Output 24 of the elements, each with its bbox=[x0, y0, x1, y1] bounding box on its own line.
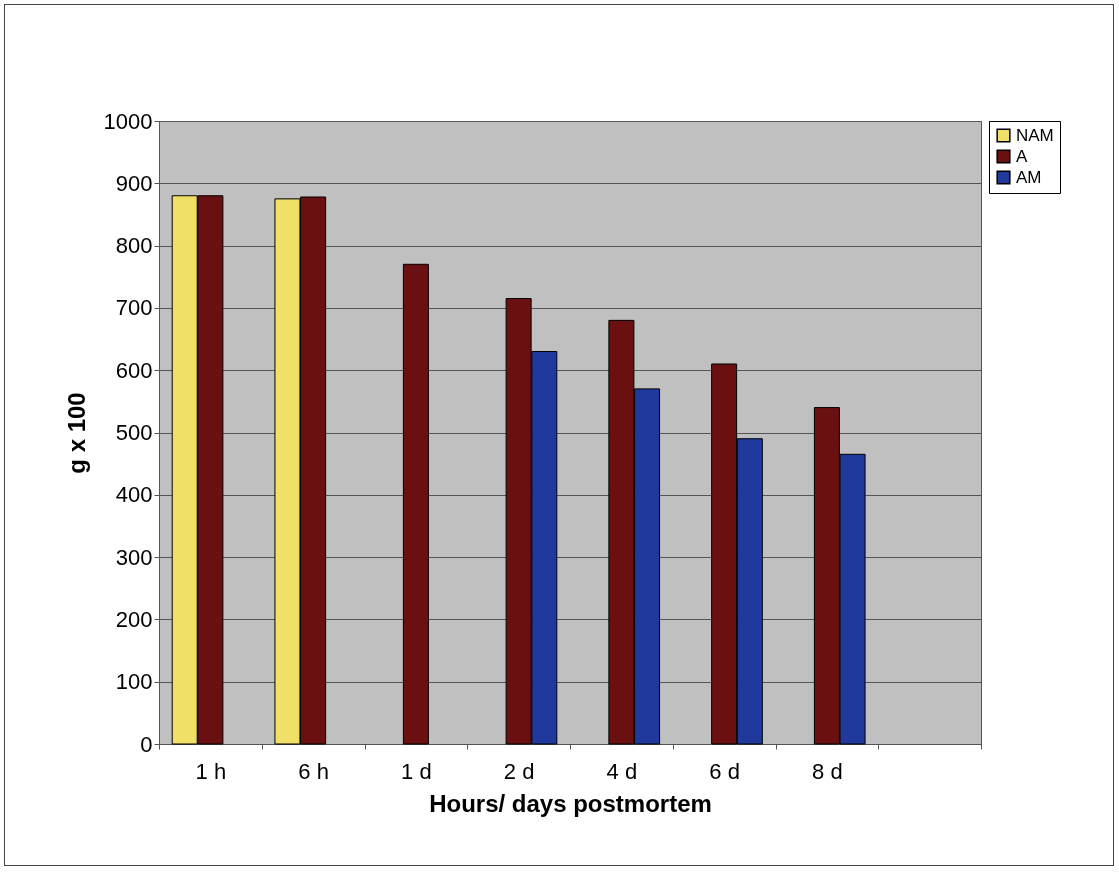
x-tick-label: 1 h bbox=[195, 758, 227, 784]
x-tick-label: 1 d bbox=[401, 758, 432, 784]
y-tick-label: 900 bbox=[115, 170, 153, 196]
legend-label: NAM bbox=[1016, 125, 1054, 145]
y-tick-label: 500 bbox=[115, 420, 153, 445]
x-tick-label: 2 d bbox=[503, 758, 535, 784]
x-tick-label: 6 h bbox=[298, 758, 329, 784]
y-tick-label: 800 bbox=[115, 233, 153, 259]
y-axis-title: g x 100 bbox=[62, 392, 90, 474]
bar bbox=[402, 263, 429, 745]
y-tick-label: 0 bbox=[140, 731, 153, 757]
y-tick-label: 100 bbox=[115, 669, 153, 695]
legend-label: AM bbox=[1016, 167, 1042, 187]
y-tick-label: 1000 bbox=[103, 108, 153, 134]
y-tick-label: 300 bbox=[115, 544, 153, 570]
x-tick-label: 4 d bbox=[606, 758, 638, 784]
y-tick-label: 700 bbox=[115, 295, 153, 321]
x-tick-label: 8 d bbox=[812, 758, 843, 784]
x-tick-label: 6 d bbox=[709, 758, 740, 784]
legend-label: A bbox=[1016, 146, 1028, 166]
y-tick-label: 400 bbox=[115, 482, 153, 508]
x-axis-title: Hours/ days postmortem bbox=[429, 789, 712, 817]
y-tick-label: 600 bbox=[115, 357, 153, 383]
y-tick-label: 200 bbox=[115, 606, 153, 632]
